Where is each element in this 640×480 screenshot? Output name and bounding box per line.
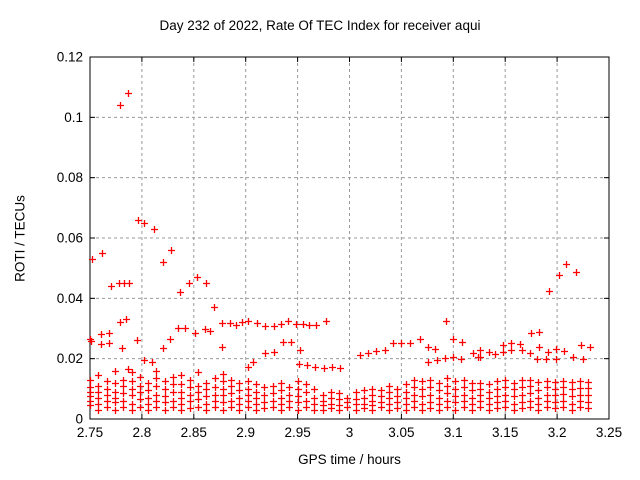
x-tick-label: 2.95 <box>284 425 310 440</box>
y-tick-label: 0.1 <box>64 110 83 125</box>
x-tick-label: 3 <box>346 425 354 440</box>
x-axis-label: GPS time / hours <box>298 452 401 467</box>
y-tick-label: 0 <box>75 412 83 427</box>
chart-title: Day 232 of 2022, Rate Of TEC Index for r… <box>159 18 481 33</box>
y-tick-label: 0.12 <box>57 50 83 65</box>
x-tick-label: 2.9 <box>236 425 255 440</box>
x-tick-label: 3.1 <box>444 425 463 440</box>
x-tick-label: 3.05 <box>388 425 414 440</box>
x-tick-label: 2.75 <box>77 425 103 440</box>
y-tick-label: 0.02 <box>57 351 83 366</box>
x-tick-label: 3.25 <box>596 425 622 440</box>
y-tick-label: 0.06 <box>57 231 83 246</box>
y-tick-label: 0.08 <box>57 170 83 185</box>
y-tick-label: 0.04 <box>57 291 84 306</box>
x-tick-label: 3.2 <box>548 425 567 440</box>
data-points <box>87 90 594 414</box>
x-tick-label: 3.15 <box>492 425 518 440</box>
x-tick-label: 2.85 <box>181 425 207 440</box>
x-tick-label: 2.8 <box>133 425 152 440</box>
